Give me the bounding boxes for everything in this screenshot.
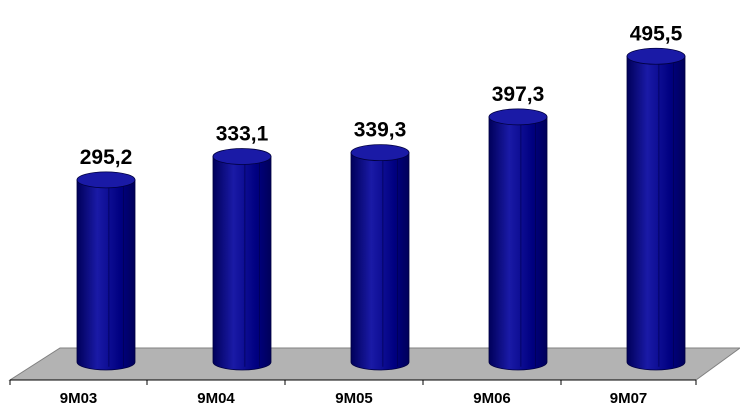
- category-label: 9M05: [335, 390, 373, 407]
- bar-9M05: [350, 144, 410, 371]
- bar-top: [76, 171, 136, 189]
- category-label: 9M04: [197, 390, 235, 407]
- value-label: 333,1: [216, 122, 269, 145]
- bar-body: [76, 179, 136, 371]
- bars-group: [76, 47, 686, 371]
- bar-top: [488, 108, 548, 126]
- category-label: 9M06: [473, 390, 511, 407]
- category-label: 9M03: [60, 390, 98, 407]
- bar-9M06: [488, 108, 548, 371]
- value-labels-group: 295,2 333,1 339,3 397,3 495,5: [80, 22, 683, 169]
- bar-9M04: [212, 148, 272, 371]
- bar-top: [350, 144, 410, 162]
- value-label: 495,5: [630, 22, 683, 45]
- category-label: 9M07: [610, 390, 648, 407]
- bar-body: [350, 152, 410, 371]
- bar-top: [212, 148, 272, 165]
- value-label: 339,3: [354, 119, 407, 142]
- bar-body: [212, 156, 272, 371]
- value-label: 295,2: [80, 146, 133, 169]
- x-axis-ticks: [9, 380, 697, 385]
- bar-9M07: [626, 47, 686, 371]
- bar-top: [626, 47, 686, 65]
- category-labels-group: 9M03 9M04 9M05 9M06 9M07: [60, 390, 648, 407]
- bar-9M03: [76, 171, 136, 371]
- bar-body: [626, 55, 686, 371]
- bar-body: [488, 116, 548, 371]
- value-label: 397,3: [492, 83, 545, 106]
